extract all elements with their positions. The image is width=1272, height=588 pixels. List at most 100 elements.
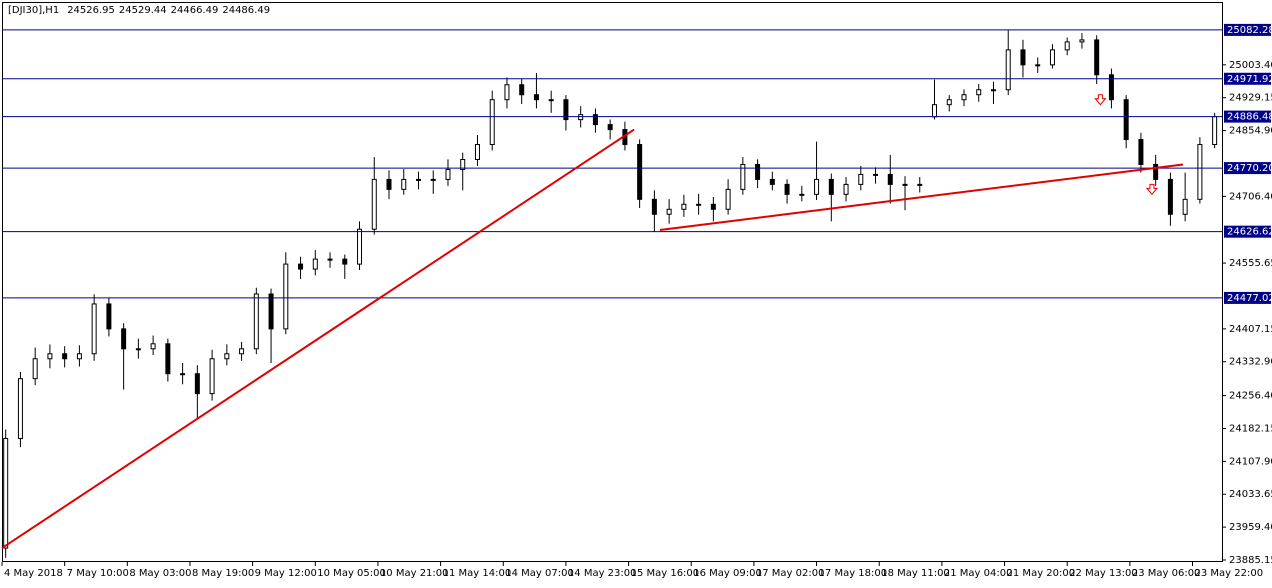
candle-body: [1064, 41, 1070, 51]
x-tick-label: 21 May 04:00: [944, 568, 1013, 579]
candle-body: [917, 183, 923, 186]
y-tick-label: 25003.40: [1229, 60, 1272, 71]
candle-body: [489, 99, 495, 146]
candle-body: [1049, 49, 1055, 66]
y-tick-label: 23959.40: [1229, 522, 1272, 533]
x-tick-label: 8 May 19:00: [192, 568, 254, 579]
candle-body: [533, 94, 539, 101]
y-tick-label: 24033.65: [1229, 489, 1272, 500]
x-tick-label: 23 May 06:00: [1132, 568, 1201, 579]
candle-body: [1094, 39, 1100, 76]
x-tick-label: 7 May 10:00: [67, 568, 129, 579]
candle-body: [887, 173, 893, 185]
x-tick-label: 10 May 21:00: [380, 568, 449, 579]
candle-body: [180, 373, 186, 376]
candle-body: [976, 89, 982, 96]
candle-body: [607, 124, 613, 131]
candle-body: [637, 144, 643, 200]
level-tag: [1224, 291, 1271, 304]
candle-body: [1123, 99, 1129, 141]
candle-body: [415, 178, 421, 181]
candle-body: [1138, 139, 1144, 165]
x-tick-label: 23 May 22:00: [1195, 568, 1264, 579]
y-tick-label: 24555.65: [1229, 258, 1272, 269]
x-tick-label: 22 May 13:00: [1069, 568, 1138, 579]
candle-body: [194, 373, 200, 395]
down-arrow: [1094, 94, 1107, 106]
candle-body: [504, 84, 510, 101]
candle-body: [578, 114, 584, 121]
candle-body: [681, 203, 687, 210]
candle-body: [990, 89, 996, 92]
candle-body: [239, 348, 245, 355]
level-label: 24770.20: [1227, 163, 1272, 174]
y-tick-label: 24107.90: [1229, 456, 1272, 467]
candle-body: [932, 104, 938, 118]
y-tick-label: 24706.40: [1229, 191, 1272, 202]
y-tick-label: 24256.40: [1229, 391, 1272, 402]
header-value: 24529.44: [119, 5, 167, 16]
candle-body: [224, 353, 230, 360]
candle-body: [121, 328, 127, 350]
candle-body: [106, 303, 112, 330]
candle-body: [327, 258, 333, 261]
x-tick-label: 11 May 14:00: [443, 568, 512, 579]
level-tag: [1224, 110, 1271, 123]
level-label: 25082.28: [1227, 25, 1272, 36]
candle-body: [696, 203, 702, 206]
x-tick-label: 8 May 03:00: [129, 568, 191, 579]
candle-body: [91, 303, 97, 355]
y-tick-label: 24407.15: [1229, 324, 1272, 335]
down-arrow: [1145, 183, 1159, 196]
candle-body: [1020, 49, 1026, 66]
x-tick-label: 14 May 23:00: [568, 568, 637, 579]
candle-body: [445, 168, 451, 180]
y-tick-label: 24182.15: [1229, 423, 1272, 434]
x-tick-label: 16 May 09:00: [693, 568, 762, 579]
x-tick-label: 18 May 11:00: [881, 568, 950, 579]
candle-body: [3, 437, 9, 549]
trend-line: [659, 163, 1184, 231]
candle-body: [725, 188, 731, 210]
candle-body: [666, 208, 672, 215]
candle-body: [371, 178, 377, 230]
candle-body: [740, 163, 746, 190]
level-tag: [1224, 225, 1271, 238]
level-label: 24477.02: [1227, 293, 1272, 304]
x-tick-label: 17 May 02:00: [756, 568, 825, 579]
x-tick-label: 21 May 20:00: [1007, 568, 1076, 579]
candle-body: [799, 193, 805, 196]
candle-body: [298, 263, 304, 270]
y-tick-label: 23885.15: [1229, 555, 1272, 566]
candle-body: [592, 114, 598, 126]
candle-body: [1153, 163, 1159, 180]
candle-body: [47, 353, 53, 360]
candle-body: [1005, 49, 1011, 91]
candle-body: [710, 203, 716, 210]
candle-body: [357, 228, 363, 265]
plot-frame: [2, 2, 1223, 562]
candle-body: [828, 178, 834, 195]
x-tick-label: 14 May 07:00: [505, 568, 574, 579]
candle-body: [209, 358, 215, 395]
candle-body: [76, 353, 82, 360]
x-tick-label: 4 May 2018: [4, 568, 63, 579]
level-tag: [1224, 23, 1271, 36]
chart-title: [DJI30],H1: [8, 5, 59, 16]
candle-body: [873, 173, 879, 176]
x-tick-label: 9 May 12:00: [255, 568, 317, 579]
y-tick-label: 24854.90: [1229, 126, 1272, 137]
candle-body: [843, 183, 849, 195]
level-tag: [1224, 72, 1271, 85]
candle-body: [755, 163, 761, 180]
candle-body: [1079, 39, 1085, 43]
level-label: 24626.62: [1227, 227, 1272, 238]
candle-body: [386, 178, 392, 190]
candle-body: [401, 178, 407, 190]
candle-body: [651, 198, 657, 215]
candle-body: [961, 94, 967, 101]
candle-body: [62, 353, 68, 360]
candle-body: [946, 99, 952, 106]
chart-header: [DJI30],H1 24526.95 24529.44 24466.49 24486.…: [8, 5, 270, 16]
header-value: 24486.49: [222, 5, 270, 16]
